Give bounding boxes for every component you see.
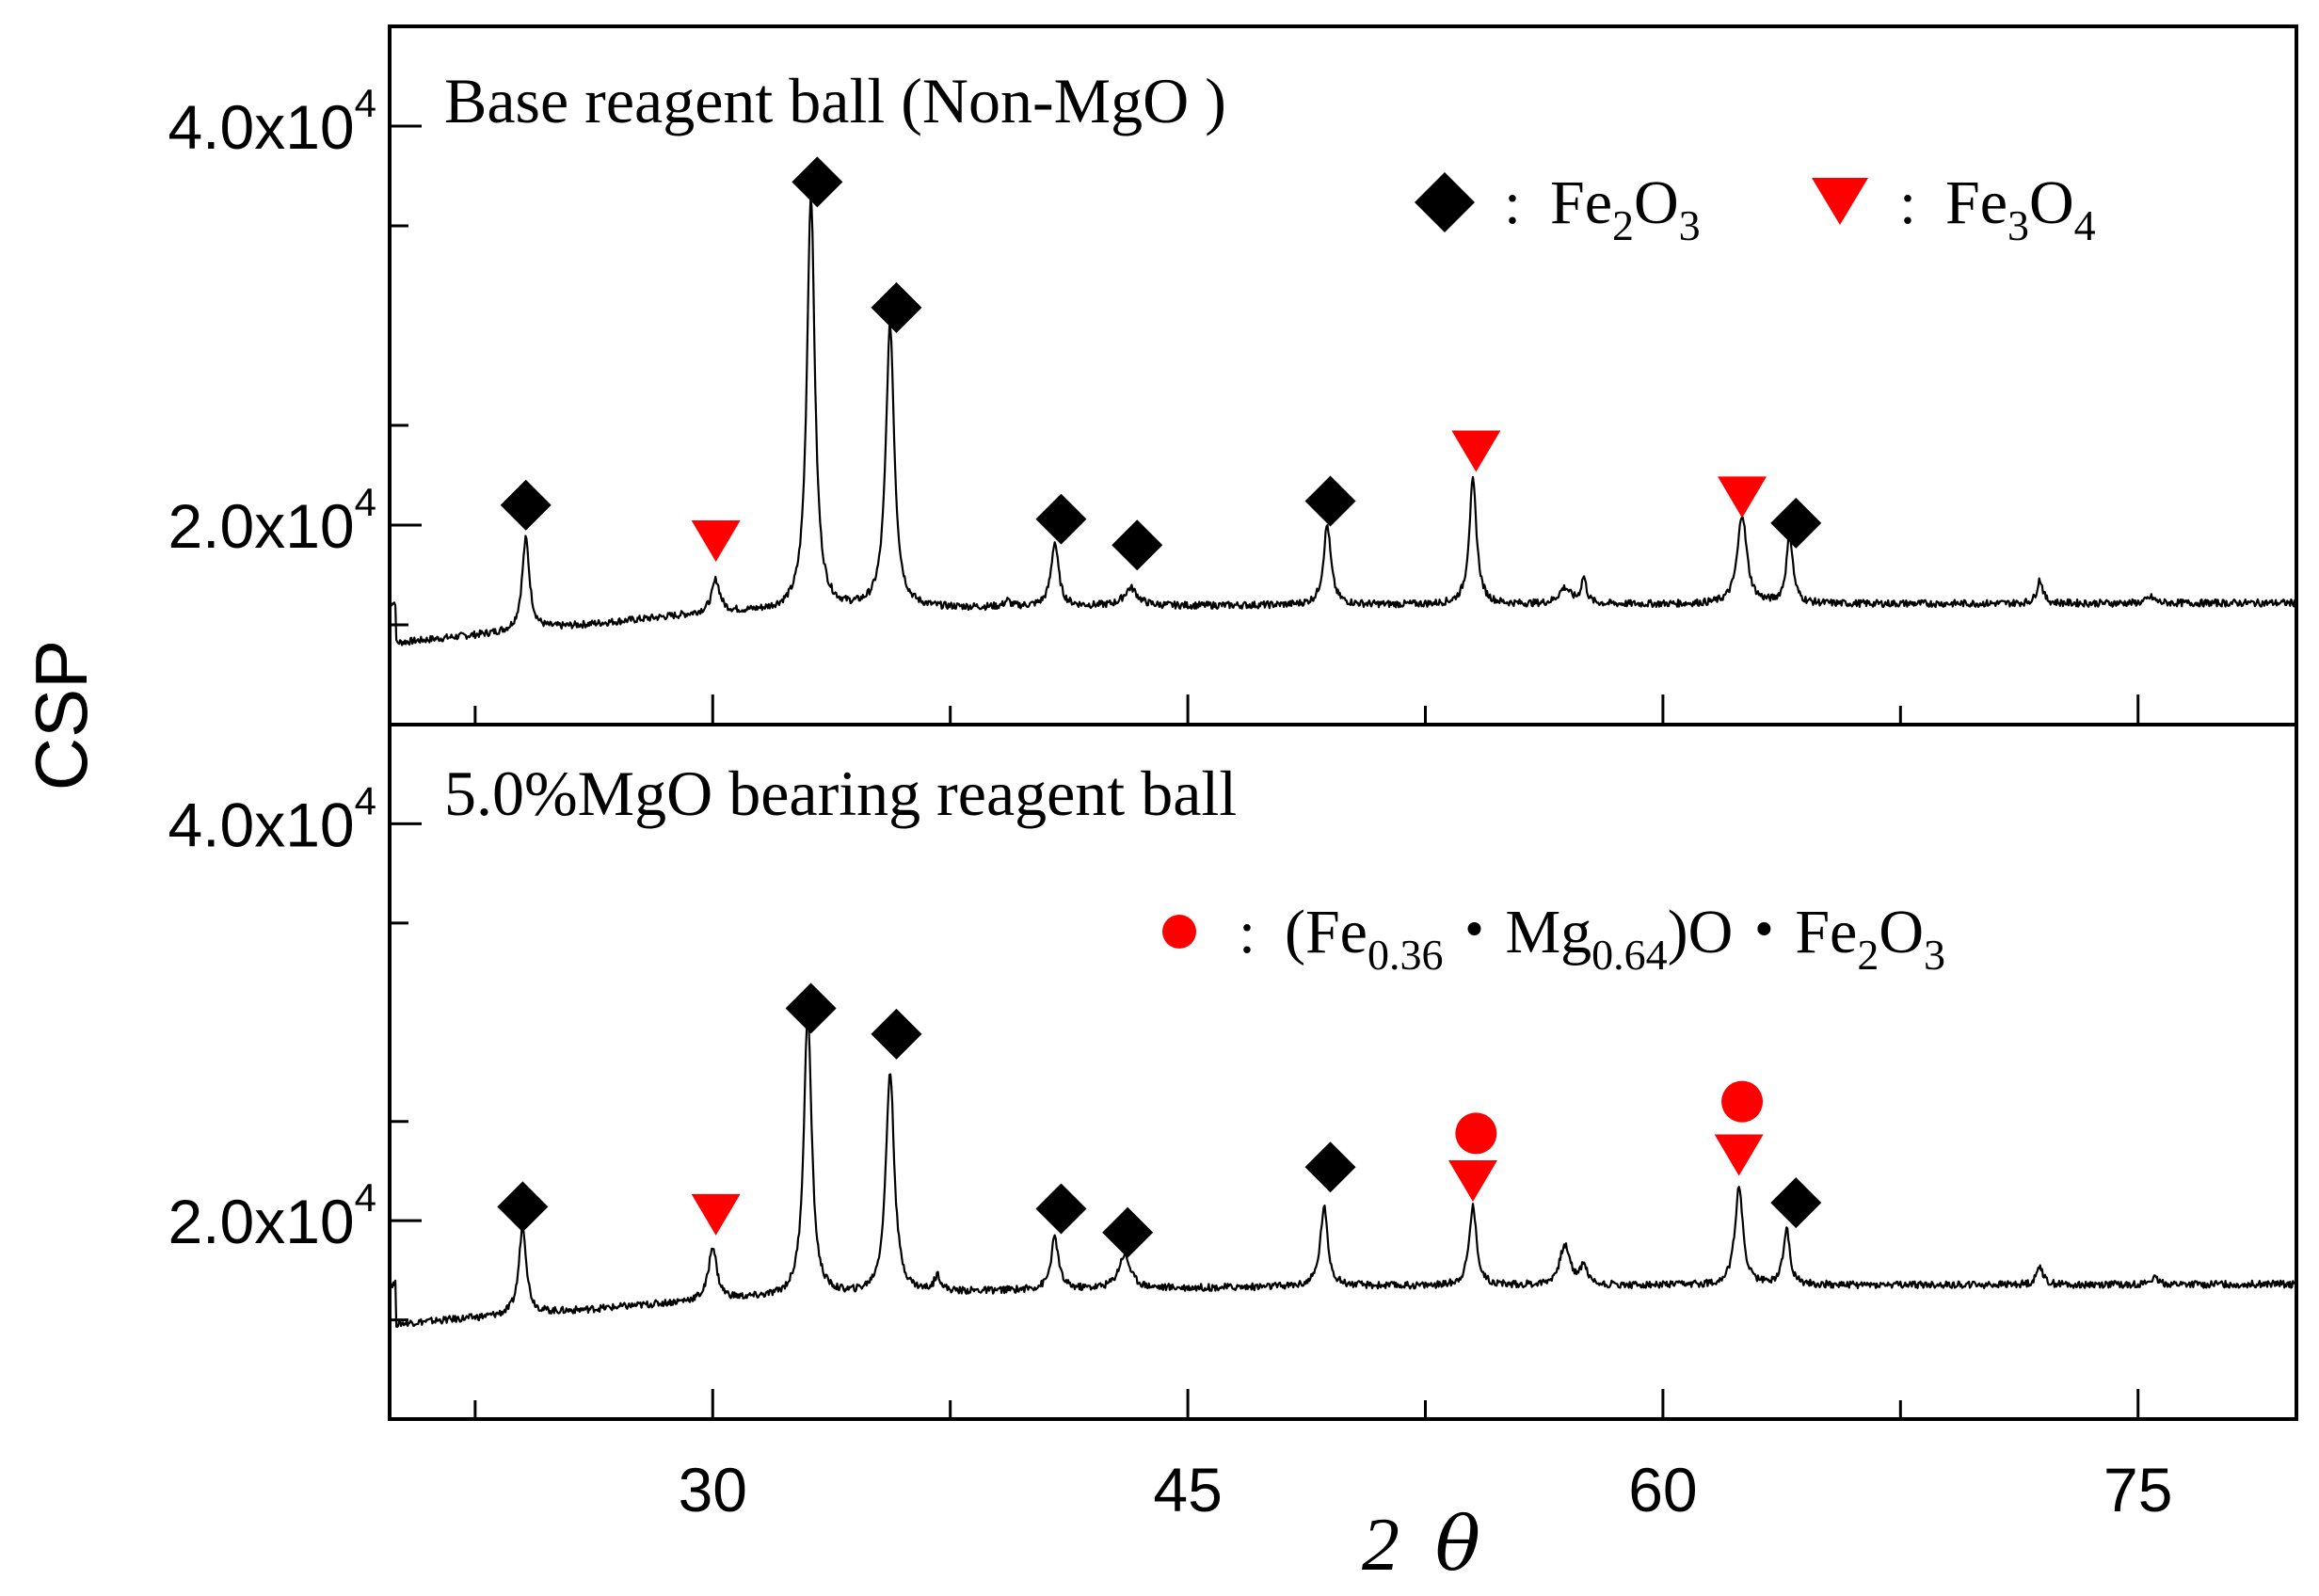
xrd-spectrum-line [388, 1016, 2297, 1329]
x-axis-label-number: 2 [1362, 1504, 1399, 1587]
y-tick-exponent: 4 [355, 81, 376, 125]
legend-separator: : [1504, 169, 1521, 236]
formula-subscript: 3 [2007, 201, 2029, 249]
fe3o4-peak-marker [1714, 1134, 1764, 1176]
fe3o4-peak-marker [1451, 430, 1501, 472]
fe2o3-peak-marker [1112, 519, 1163, 571]
formula-text: ・Mg [1443, 898, 1591, 966]
formula-subscript: 2 [1612, 201, 1634, 249]
y-tick-label: 2.0x104 [168, 1175, 376, 1256]
fe3o4-peak-marker [1447, 1159, 1497, 1202]
fe2o3-peak-marker [1770, 497, 1822, 549]
y-tick-label: 2.0x104 [168, 480, 376, 561]
formula-text: Fe [1550, 168, 1612, 237]
y-tick-label: 4.0x104 [168, 778, 376, 859]
x-tick-label: 30 [679, 1455, 747, 1524]
fe3o4-peak-marker [691, 1193, 741, 1236]
legend-formula: Fe2O3 [1550, 168, 1701, 249]
formula-subscript: 3 [1924, 931, 1945, 979]
y-tick-mantissa: 2.0x10 [168, 1187, 354, 1256]
fe2o3-peak-marker [1102, 1206, 1154, 1258]
fe2o3-peak-marker [871, 1008, 922, 1060]
formula-text: Fe [1945, 168, 2007, 237]
legend-entry: : (Fe0.36・Mg0.64)O・Fe2O3 [1162, 898, 1945, 979]
y-tick-exponent: 4 [355, 1175, 376, 1220]
legend-circle-icon [1162, 915, 1196, 949]
formula-subscript: 0.64 [1591, 931, 1668, 979]
formula-text: O [2029, 168, 2074, 237]
y-tick-mantissa: 4.0x10 [168, 92, 354, 162]
mixed-oxide-peak-marker [1455, 1112, 1497, 1155]
y-tick-exponent: 4 [355, 778, 376, 822]
y-tick-exponent: 4 [355, 480, 376, 524]
legend-formula: (Fe0.36・Mg0.64)O・Fe2O3 [1285, 898, 1945, 979]
fe2o3-peak-marker [1770, 1177, 1822, 1229]
panel-title: 5.0%MgO bearing reagent ball [444, 758, 1237, 829]
x-axis-label: 2 θ [1362, 1500, 1480, 1588]
legend-entry: : Fe2O3 [1415, 168, 1701, 249]
y-tick-mantissa: 4.0x10 [168, 790, 354, 859]
fe2o3-peak-marker [792, 156, 843, 208]
fe2o3-peak-marker [1304, 475, 1356, 527]
formula-subscript: 0.36 [1367, 931, 1444, 979]
formula-text: O [1879, 898, 1924, 966]
fe2o3-peak-marker [1035, 1183, 1087, 1235]
legend-separator: : [1239, 899, 1255, 966]
formula-text: )O・Fe [1668, 898, 1858, 966]
x-tick-label: 45 [1153, 1455, 1222, 1524]
fe2o3-peak-marker [785, 982, 837, 1034]
fe2o3-peak-marker [871, 281, 922, 333]
y-tick-mantissa: 2.0x10 [168, 491, 354, 561]
legend-diamond-icon [1415, 172, 1475, 232]
panel-title: Base reagent ball (Non-MgO ) [444, 65, 1226, 136]
legend-separator: : [1899, 169, 1916, 236]
fe2o3-peak-marker [500, 479, 552, 531]
x-axis-label-symbol: θ [1435, 1500, 1480, 1588]
formula-subscript: 2 [1857, 931, 1879, 979]
legend-formula: Fe3O4 [1945, 168, 2096, 249]
formula-text: O [1634, 168, 1679, 237]
x-tick-label: 75 [2103, 1455, 2172, 1524]
formula-text: (Fe [1285, 898, 1367, 966]
formula-subscript: 3 [1679, 201, 1701, 249]
mixed-oxide-peak-marker [1721, 1080, 1764, 1123]
y-tick-label: 4.0x104 [168, 81, 376, 162]
x-axis: 30 45 60 75 [679, 1455, 2173, 1524]
fe2o3-peak-marker [497, 1181, 549, 1233]
plot-frame [388, 723, 2298, 1421]
fe3o4-peak-marker [1718, 476, 1767, 519]
legend-entry: : Fe3O4 [1812, 168, 2096, 249]
fe2o3-peak-marker [1304, 1141, 1356, 1193]
x-tick-label: 60 [1628, 1455, 1697, 1524]
legend-triangle-icon [1812, 178, 1868, 225]
fe3o4-peak-marker [691, 519, 741, 562]
fe2o3-peak-marker [1035, 493, 1087, 545]
xrd-spectrum-line [389, 197, 2297, 646]
y-axis-label: CSP [20, 640, 103, 790]
formula-subscript: 4 [2074, 201, 2096, 249]
